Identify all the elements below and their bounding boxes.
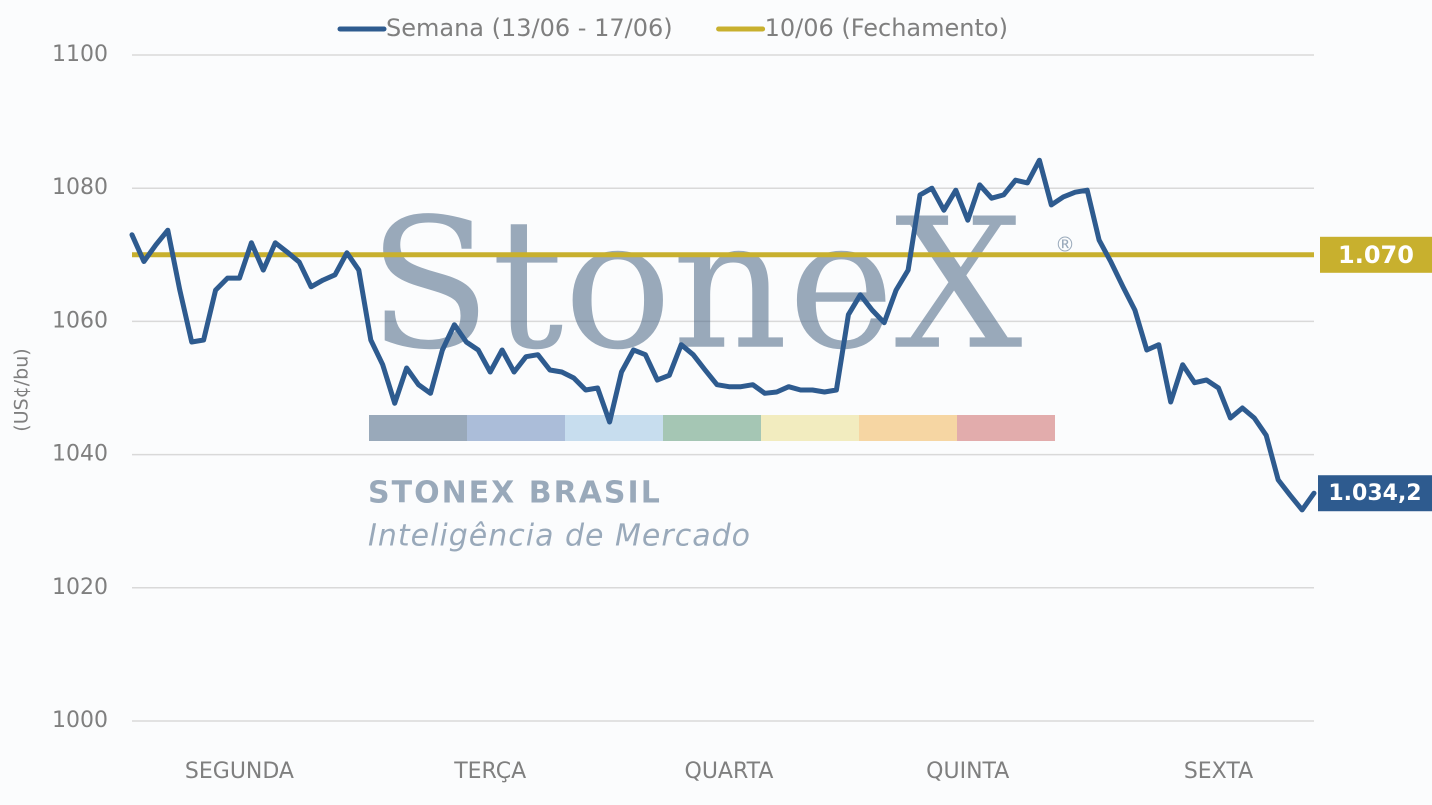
y-tick-label: 1020 xyxy=(52,575,108,600)
x-tick-label: QUARTA xyxy=(685,759,774,784)
stripe xyxy=(663,415,761,441)
stripe xyxy=(761,415,859,441)
x-tick-label: QUINTA xyxy=(926,759,1009,784)
y-tick-label: 1060 xyxy=(52,308,108,333)
grid xyxy=(132,54,1314,722)
x-tick-label: TERÇA xyxy=(453,759,526,784)
y-tick-label: 1040 xyxy=(52,442,108,467)
stripe xyxy=(467,415,565,441)
watermark-tagline: Inteligência de Mercado xyxy=(368,519,751,554)
end-label: 1.034,2 xyxy=(1328,481,1421,506)
end-label-box xyxy=(1318,475,1432,512)
series-line xyxy=(129,157,1317,513)
reference-label: 1.070 xyxy=(1338,241,1414,269)
legend-label: Semana (13/06 - 17/06) xyxy=(386,14,673,42)
stripe xyxy=(369,415,467,441)
y-tick-label: 1100 xyxy=(52,42,108,67)
y-axis-label: (US¢/bu) xyxy=(11,348,33,431)
stripe xyxy=(565,415,663,441)
stripe xyxy=(859,415,957,441)
legend-label: 10/06 (Fechamento) xyxy=(765,14,1008,42)
y-tick-label: 1080 xyxy=(52,175,108,200)
stripe xyxy=(957,415,1055,441)
y-tick-label: 1000 xyxy=(52,708,108,733)
x-tick-label: SEGUNDA xyxy=(185,759,294,784)
watermark-registered: ® xyxy=(1055,233,1075,257)
watermark: StoneX ® STONEX BRASIL Inteligência de M… xyxy=(368,181,1075,554)
watermark-company: STONEX BRASIL xyxy=(368,476,662,511)
x-tick-label: SEXTA xyxy=(1184,759,1253,784)
reference-label-box xyxy=(1320,236,1432,273)
